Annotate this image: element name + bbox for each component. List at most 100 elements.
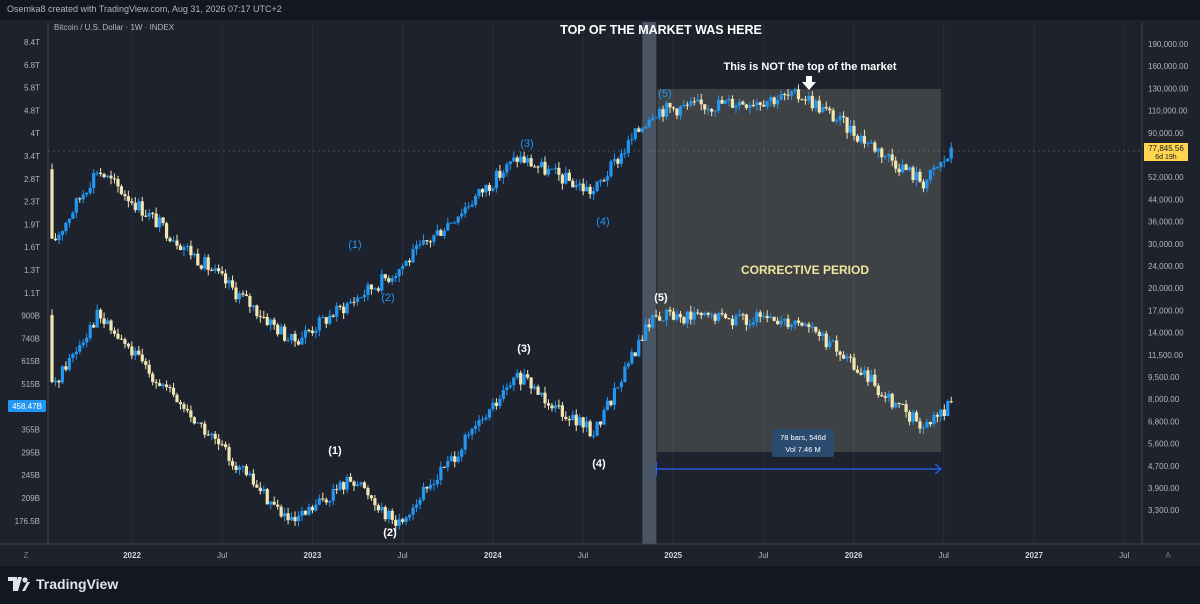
top-bar: Osemka8 created with TradingView.com, Au… [0, 0, 1200, 20]
down-arrow-icon [802, 76, 816, 90]
bottom-candle [154, 381, 158, 384]
top-candle [588, 186, 592, 195]
bottom-candle [380, 507, 384, 511]
bottom-candle [307, 506, 311, 515]
bottom-candle [689, 311, 693, 320]
measure-arrow-head [934, 463, 942, 475]
bottom-candle [883, 396, 887, 398]
top-candle [144, 215, 148, 217]
top-candle [661, 109, 665, 117]
top-candle [64, 222, 68, 232]
bottom-candle [814, 326, 818, 332]
bottom-candle [470, 428, 474, 435]
top-candle [460, 213, 464, 217]
bottom-candle [918, 421, 922, 429]
right-tick-label: 5,600.00 [1148, 440, 1180, 449]
top-candle [710, 109, 714, 112]
bottom-candle [821, 333, 825, 337]
bottom-candle [762, 316, 766, 318]
bottom-candle [189, 410, 193, 418]
bottom-candle [116, 333, 120, 339]
bottom-candle [269, 501, 273, 505]
top-candle [99, 172, 103, 175]
top-candle [734, 105, 738, 108]
right-tick-label: 52,000.00 [1148, 173, 1184, 182]
bottom-candle [223, 444, 228, 448]
bottom-candle [144, 361, 148, 365]
bottom-candle [359, 482, 363, 485]
top-candle [793, 89, 797, 92]
top-candle [623, 152, 627, 154]
left-tick-label: 6.8T [24, 61, 40, 70]
right-tick-label: 110,000.00 [1148, 107, 1188, 116]
bottom-candle [182, 404, 186, 409]
corrective-period-box [657, 89, 941, 452]
bottom-wave-label: (2) [383, 527, 397, 539]
bottom-candle [942, 409, 946, 416]
top-candle [387, 278, 391, 282]
left-tick-label: 245B [21, 471, 40, 480]
left-tick-label: 515B [21, 380, 40, 389]
top-candle [220, 271, 224, 274]
top-candle [92, 173, 96, 188]
top-candle [932, 167, 936, 170]
bottom-candle [668, 309, 672, 312]
left-tick-label: 4.8T [24, 106, 40, 115]
chart-frame[interactable]: 8.4T 6.8T 5.8T 4.8T 4T 3.4T 2.8T 2.3T 1.9T 1.6T 1.… [0, 20, 1200, 566]
bottom-candle [713, 314, 717, 321]
bottom-candle [828, 341, 832, 348]
top-candle [88, 187, 92, 193]
top-candle [637, 128, 641, 132]
chart-canvas[interactable]: 8.4T 6.8T 5.8T 4.8T 4T 3.4T 2.8T 2.3T 1.9T 1.6T 1.… [0, 20, 1200, 566]
bottom-candle [442, 466, 446, 468]
top-candle [654, 117, 658, 119]
top-candle [519, 156, 523, 162]
bottom-candle [925, 422, 929, 428]
bottom-candle [401, 519, 405, 522]
top-candle [185, 245, 190, 247]
top-candle [258, 316, 262, 318]
top-candle [942, 161, 946, 163]
bottom-candle [848, 356, 853, 358]
top-candle [414, 245, 419, 250]
top-candle [717, 100, 721, 111]
top-candle [397, 269, 401, 277]
bottom-wave-label: (4) [592, 458, 606, 470]
bottom-candle [220, 444, 224, 446]
right-tick-label: 6,800.00 [1148, 417, 1180, 426]
bottom-candle [588, 421, 592, 437]
top-candle [192, 253, 196, 256]
bottom-candle [314, 504, 318, 511]
bottom-candle [85, 337, 89, 343]
top-candle [564, 172, 568, 184]
top-candle [498, 170, 502, 178]
bottom-candle [682, 317, 686, 324]
bottom-candle [550, 405, 554, 409]
bottom-candle [473, 425, 478, 429]
bottom-candle [817, 331, 821, 337]
bottom-candle [748, 324, 752, 326]
top-candle [605, 176, 610, 181]
left-tick-label: 4T [31, 129, 40, 138]
top-candle [401, 265, 405, 270]
bottom-candle [151, 373, 155, 382]
top-candle [473, 195, 478, 205]
top-candle [855, 135, 860, 142]
top-candle [53, 238, 58, 241]
bottom-candle [300, 510, 304, 516]
bottom-candle [720, 313, 724, 315]
top-candle [647, 120, 651, 127]
top-candle [366, 284, 370, 295]
top-candle [85, 192, 89, 195]
tradingview-logo[interactable]: TradingView [8, 576, 118, 592]
bottom-candle [914, 412, 919, 422]
not-top-label: This is NOT the top of the market [724, 61, 897, 73]
bottom-candle [744, 314, 748, 325]
bottom-candle [845, 356, 849, 359]
top-candle [484, 185, 488, 193]
bottom-candle [112, 330, 117, 334]
bottom-candle [421, 486, 426, 500]
top-candle [71, 212, 75, 219]
top-candle [751, 105, 755, 107]
bottom-candle [852, 357, 856, 370]
